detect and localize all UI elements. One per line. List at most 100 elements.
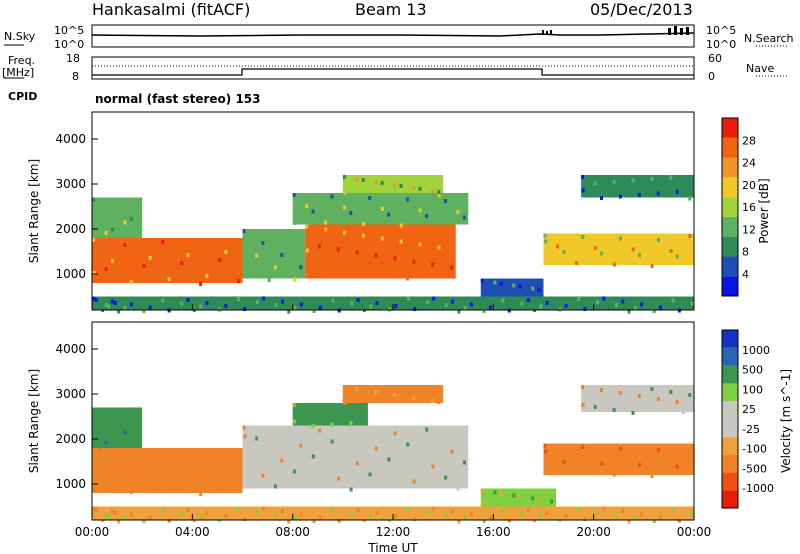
velocity-speckle <box>665 512 669 516</box>
velocity-speckle <box>463 460 466 465</box>
power-speckle <box>387 273 391 278</box>
power-speckle <box>570 300 574 305</box>
velocity-speckle <box>293 419 297 424</box>
power-speckle <box>618 194 622 199</box>
power-speckle <box>487 279 491 284</box>
power-colorbar-swatch <box>722 236 738 257</box>
power-x-axis <box>91 304 695 310</box>
velocity-speckle <box>463 516 467 520</box>
power-colorbar-tick: 24 <box>742 157 756 170</box>
power-speckle <box>173 305 177 309</box>
velocity-speckle <box>606 398 610 402</box>
power-speckle <box>675 190 679 194</box>
power-speckle <box>406 276 410 281</box>
power-speckle <box>369 304 373 309</box>
freq-panel <box>4 56 788 80</box>
power-speckle <box>173 269 177 273</box>
power-speckle <box>344 305 347 309</box>
velocity-region-2 <box>242 425 469 489</box>
power-speckle <box>690 301 694 306</box>
power-colorbar-swatch <box>722 256 738 277</box>
velocity-speckle <box>262 506 266 511</box>
velocity-speckle <box>286 432 290 437</box>
power-colorbar-tick: 16 <box>742 201 756 214</box>
velocity-speckle <box>399 394 403 398</box>
power-speckle <box>136 299 140 303</box>
power-speckle <box>330 194 334 199</box>
nsearch-label: N.Search <box>744 32 794 45</box>
power-speckle <box>230 300 234 305</box>
power-speckle <box>230 242 234 246</box>
velocity-speckle <box>684 515 688 519</box>
power-speckle <box>356 298 360 302</box>
power-speckle <box>438 306 442 311</box>
velocity-speckle <box>380 391 384 395</box>
velocity-speckle <box>444 513 448 517</box>
power-speckle <box>281 299 284 304</box>
velocity-speckle <box>551 507 555 512</box>
power-speckle <box>505 282 509 287</box>
velocity-speckle <box>581 385 585 389</box>
velocity-speckle <box>375 511 379 515</box>
power-speckle <box>614 303 618 307</box>
power-speckle <box>280 253 284 257</box>
power-colorbar-tick: 4 <box>742 268 749 281</box>
velocity-speckle <box>596 510 599 514</box>
velocity-speckle <box>98 485 102 489</box>
velocity-speckle <box>230 510 234 515</box>
velocity-speckle <box>593 405 597 409</box>
power-ytick-label: 3000 <box>55 177 86 191</box>
power-speckle <box>470 302 473 307</box>
power-region-1 <box>92 197 143 238</box>
power-speckle <box>336 247 340 252</box>
power-speckle <box>457 309 461 314</box>
power-speckle <box>317 215 321 219</box>
velocity-colorbar: -1000 -500 -100 -25 25 100 500 1000 <box>721 329 774 509</box>
velocity-speckle <box>211 476 215 480</box>
velocity-speckle <box>581 403 585 407</box>
power-speckle <box>248 266 252 270</box>
velocity-speckle <box>581 445 585 449</box>
nave-bottom-tick: 0 <box>708 70 715 83</box>
velocity-speckle <box>644 468 648 473</box>
power-speckle <box>336 200 340 204</box>
power-speckle <box>544 239 548 244</box>
velocity-speckle <box>305 480 309 485</box>
power-speckle <box>480 278 484 283</box>
power-speckle <box>317 244 321 249</box>
power-speckle <box>324 227 328 232</box>
power-speckle <box>305 224 309 229</box>
velocity-colorbar-tick: 25 <box>742 403 756 416</box>
velocity-colorbar-swatch <box>722 472 738 491</box>
velocity-speckle <box>337 476 340 481</box>
velocity-ytick-label: 4000 <box>55 342 86 356</box>
power-speckle <box>261 241 265 245</box>
power-speckle <box>539 304 543 309</box>
velocity-speckle <box>199 514 203 519</box>
power-speckle <box>318 305 322 310</box>
velocity-speckle <box>564 514 568 518</box>
power-speckle <box>688 234 692 238</box>
power-speckle <box>311 209 315 214</box>
power-speckle <box>350 301 354 306</box>
power-speckle <box>343 205 347 210</box>
power-speckle <box>575 261 578 265</box>
power-speckle <box>104 267 108 271</box>
velocity-colorbar-swatch <box>722 330 738 348</box>
velocity-speckle <box>161 508 165 513</box>
velocity-speckle <box>98 516 102 521</box>
velocity-speckle <box>682 470 686 474</box>
velocity-speckle <box>243 517 247 521</box>
velocity-speckle <box>299 512 303 517</box>
velocity-speckle <box>575 471 578 475</box>
power-ytick-label: 2000 <box>55 222 86 236</box>
power-speckle <box>349 211 353 215</box>
velocity-speckle <box>349 421 353 425</box>
power-speckle <box>608 306 612 311</box>
power-region-6 <box>480 278 544 297</box>
velocity-speckle <box>432 506 436 511</box>
velocity-speckle <box>619 446 623 451</box>
velocity-speckle <box>274 513 278 517</box>
velocity-colorbar-tick: -100 <box>742 443 767 456</box>
power-speckle <box>646 299 650 303</box>
